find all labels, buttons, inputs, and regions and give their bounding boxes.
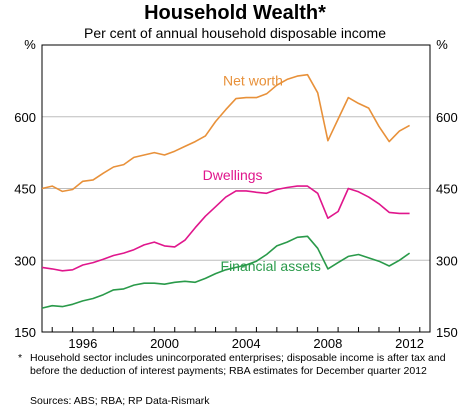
series-line-net-worth: [41, 73, 410, 193]
series-label-dwellings: Dwellings: [203, 167, 263, 183]
ylabel-right: %: [436, 37, 448, 52]
xtick-label-2000: 2000: [150, 336, 179, 351]
footnote: * Household sector includes unincorporat…: [18, 352, 450, 377]
ytick-right-600: 600: [436, 110, 458, 125]
ytick-left-300: 300: [14, 253, 36, 268]
ytick-left-600: 600: [14, 110, 36, 125]
footnote-text: Household sector includes unincorporated…: [30, 352, 446, 377]
ytick-right-450: 450: [436, 182, 458, 197]
series-label-net-worth: Net worth: [223, 73, 283, 89]
ytick-right-300: 300: [436, 253, 458, 268]
xtick-label-2004: 2004: [232, 336, 261, 351]
sources-note: Sources: ABS; RBA; RP Data-Rismark: [30, 395, 210, 407]
chart-subtitle: Per cent of annual household disposable …: [84, 25, 386, 41]
series-line-financial-assets: [41, 235, 411, 309]
ytick-right-150: 150: [436, 325, 458, 340]
xtick-label-2012: 2012: [395, 336, 424, 351]
ytick-left-450: 450: [14, 182, 36, 197]
xtick-label-1996: 1996: [68, 336, 97, 351]
ylabel-left: %: [24, 37, 36, 52]
series-label-financial-assets: Financial assets: [221, 258, 321, 274]
series-line-dwellings: [41, 185, 410, 272]
xtick-label-2008: 2008: [313, 336, 342, 351]
chart-title: Household Wealth*: [144, 2, 326, 24]
ytick-left-150: 150: [14, 325, 36, 340]
footnote-marker: *: [18, 352, 23, 364]
